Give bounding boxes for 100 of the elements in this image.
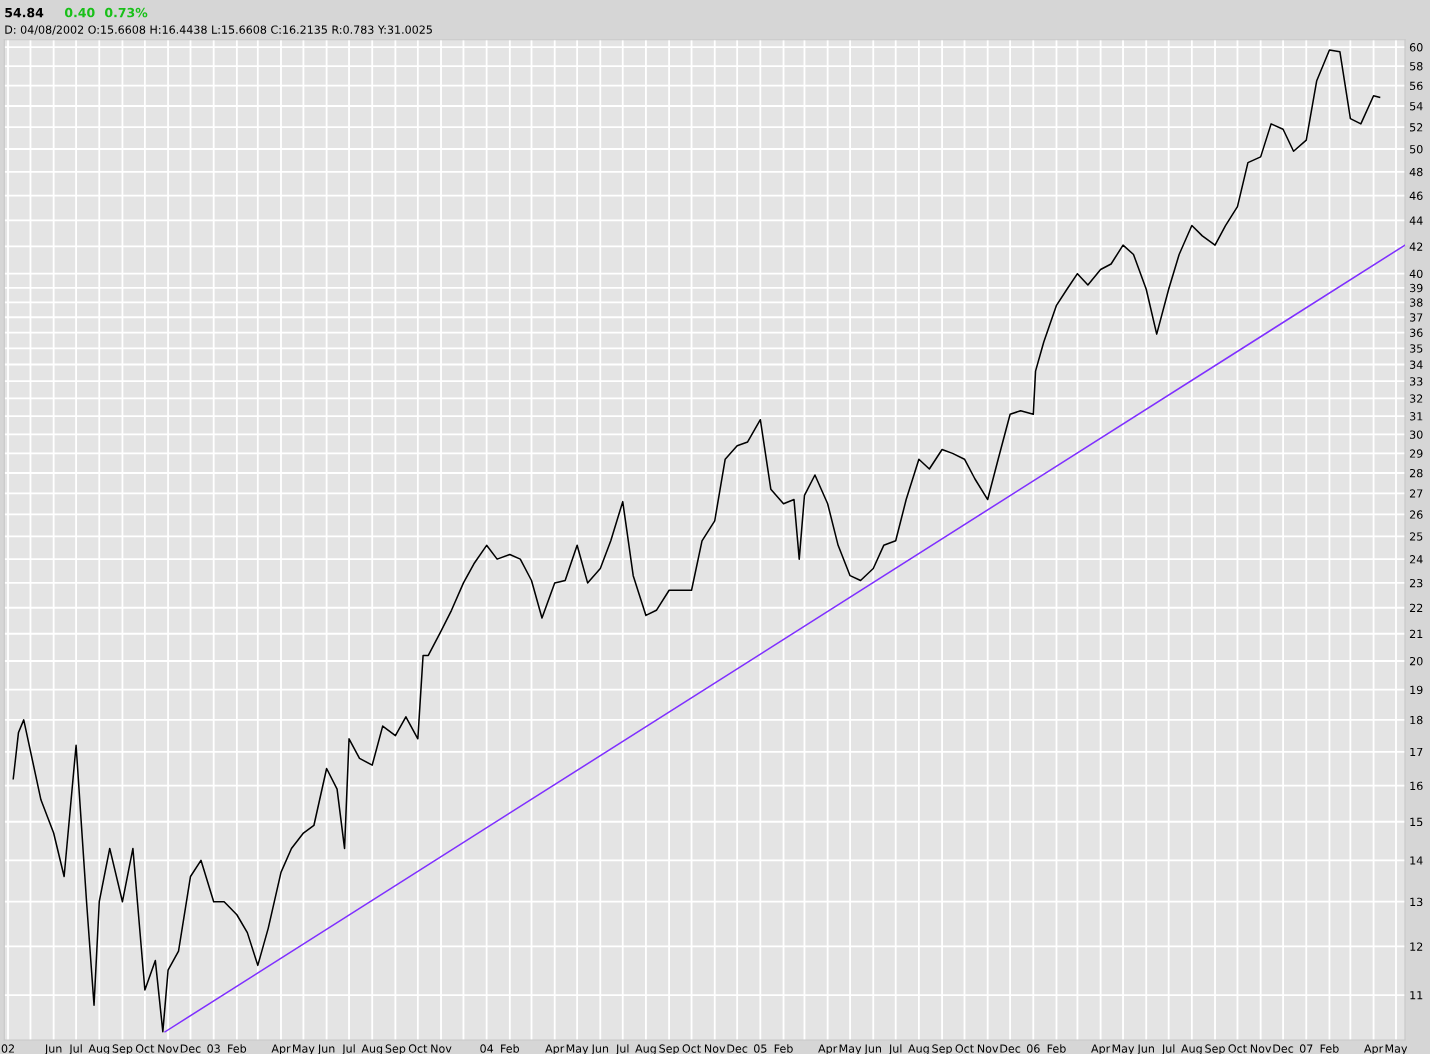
y-tick-label: 24: [1409, 555, 1423, 564]
y-tick-label: 25: [1409, 532, 1423, 541]
y-tick-label: 50: [1410, 144, 1423, 154]
line-series: [12, 49, 1381, 1033]
y-tick-label: 35: [1409, 344, 1423, 353]
y-tick-label: 12: [1410, 942, 1423, 951]
y-tick-label: 38: [1409, 298, 1423, 307]
x-tick-label: 06: [1026, 1044, 1040, 1053]
x-tick-label: May: [839, 1044, 862, 1054]
x-tick-label: Jun: [591, 1044, 609, 1054]
text: 0.40: [64, 7, 95, 18]
y-tick-label: 22: [1409, 603, 1423, 612]
x-tick-label: Nov: [158, 1044, 179, 1053]
x-tick-label: Jun: [317, 1044, 335, 1054]
y-tick-label: 33: [1409, 377, 1423, 386]
y-tick-label: 29: [1409, 449, 1423, 458]
x-tick-label: Feb: [1320, 1044, 1339, 1053]
x-tick-label: Oct: [682, 1044, 701, 1053]
x-tick-label: Feb: [1047, 1044, 1066, 1053]
x-tick-label: Nov: [704, 1044, 726, 1053]
y-tick-label: 31: [1409, 412, 1423, 421]
y-tick-label: 15: [1410, 817, 1423, 827]
y-tick-label: 11: [1410, 991, 1423, 1000]
x-tick-label: 04: [480, 1044, 494, 1053]
y-tick-label: 44: [1409, 216, 1423, 225]
chart-title: 54.84: [5, 7, 44, 18]
y-tick-label: 18: [1410, 715, 1423, 725]
y-tick-label: 30: [1409, 430, 1423, 439]
x-tick-label: Oct: [1228, 1044, 1247, 1053]
x-tick-label: Aug: [1181, 1044, 1202, 1054]
x-tick-label: Aug: [635, 1044, 656, 1054]
y-tick-label: 19: [1410, 685, 1423, 695]
x-tick-label: Nov: [977, 1044, 999, 1053]
y-tick-label: 14: [1410, 856, 1423, 865]
x-tick-label: Jun: [864, 1044, 882, 1054]
x-tick-label: Dec: [1000, 1044, 1021, 1053]
x-tick-label: 03: [207, 1044, 220, 1053]
x-tick-label: Jul: [68, 1044, 82, 1054]
x-tick-label: Aug: [361, 1044, 383, 1054]
x-tick-label: Jun: [1136, 1044, 1154, 1054]
y-tick-label: 40: [1409, 269, 1423, 279]
y-tick-label: 21: [1409, 629, 1423, 638]
x-tick-label: Dec: [727, 1044, 748, 1053]
y-tick-label: 34: [1409, 360, 1423, 369]
x-tick-label: Sep: [385, 1044, 406, 1054]
x-tick-label: 05: [754, 1044, 767, 1053]
y-tick-label: 20: [1409, 656, 1423, 666]
y-tick-label: 48: [1409, 167, 1423, 177]
y-tick-label: 27: [1409, 489, 1423, 498]
x-tick-label: Feb: [774, 1044, 793, 1053]
y-tick-label: 39: [1409, 283, 1423, 293]
x-tick-label: Apr: [1364, 1044, 1384, 1054]
x-tick-label: Oct: [955, 1044, 974, 1053]
y-tick-label: 37: [1409, 313, 1423, 322]
x-tick-label: Oct: [135, 1044, 155, 1053]
x-tick-label: 02: [1, 1044, 14, 1053]
y-tick-label: 54: [1410, 102, 1423, 111]
x-tick-label: Oct: [408, 1044, 428, 1053]
x-tick-label: 07: [1299, 1044, 1313, 1053]
x-tick-label: Jun: [44, 1044, 62, 1054]
x-tick-label: Sep: [1205, 1044, 1225, 1054]
x-tick-label: Aug: [908, 1044, 929, 1054]
y-tick-label: 56: [1410, 81, 1423, 91]
y-tick-label: 28: [1409, 468, 1423, 478]
x-tick-label: May: [293, 1044, 315, 1054]
x-tick-label: Sep: [659, 1044, 679, 1054]
y-tick-label: 13: [1410, 897, 1423, 907]
x-tick-label: Apr: [818, 1044, 838, 1054]
y-tick-label: 26: [1409, 510, 1423, 519]
x-tick-label: Aug: [88, 1044, 110, 1054]
x-tick-label: Feb: [228, 1044, 247, 1053]
x-tick-label: Jul: [888, 1044, 902, 1054]
x-tick-label: May: [566, 1044, 589, 1054]
x-tick-label: Sep: [112, 1044, 133, 1054]
x-tick-label: Apr: [545, 1044, 565, 1054]
x-tick-label: Sep: [932, 1044, 952, 1054]
x-tick-label: Apr: [1091, 1044, 1111, 1054]
text: 0.73%: [104, 7, 148, 18]
x-tick-label: May: [1385, 1044, 1408, 1054]
x-tick-label: Dec: [180, 1044, 201, 1053]
x-tick-label: May: [1112, 1044, 1135, 1054]
y-tick-label: 23: [1409, 578, 1423, 588]
chart-subtitle: D: 04/08/2002 O:15.6608 H:16.4438 L:15.6608 C:16.2135 R:0.783 Y:31.0025: [5, 25, 432, 35]
x-tick-label: Jul: [615, 1044, 629, 1054]
y-tick-label: 16: [1410, 781, 1423, 791]
y-tick-label: 46: [1409, 191, 1423, 200]
y-tick-label: 36: [1409, 328, 1423, 337]
y-tick-label: 60: [1409, 43, 1423, 52]
y-tick-label: 42: [1409, 242, 1423, 251]
x-tick-label: Nov: [431, 1044, 452, 1053]
x-tick-label: Nov: [1250, 1044, 1272, 1053]
x-tick-label: Jul: [1161, 1044, 1175, 1054]
y-tick-label: 32: [1409, 394, 1423, 403]
x-tick-label: Feb: [501, 1044, 520, 1053]
y-tick-label: 58: [1410, 62, 1423, 71]
y-tick-label: 17: [1410, 747, 1423, 757]
x-tick-label: Apr: [271, 1044, 291, 1054]
y-tick-label: 52: [1410, 123, 1423, 132]
x-tick-label: Dec: [1273, 1044, 1294, 1053]
x-tick-label: Jul: [341, 1044, 355, 1054]
